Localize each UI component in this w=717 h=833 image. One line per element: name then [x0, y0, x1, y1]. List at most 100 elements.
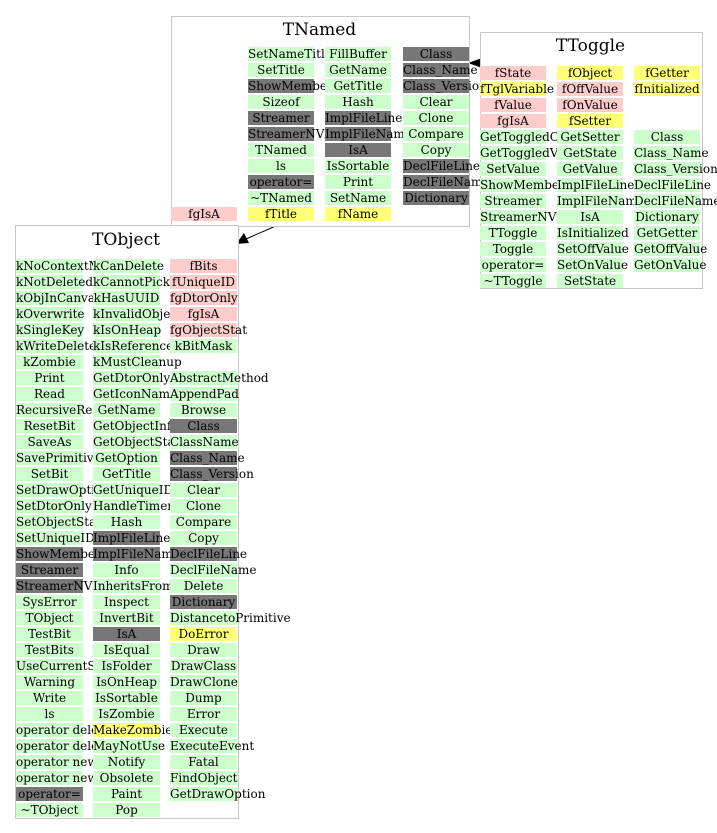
ttoggle-member-fgisa: fgIsA: [480, 114, 546, 128]
tobject-member-abstractmethod: AbstractMethod: [170, 371, 269, 385]
tobject-member-funiqueid: fUniqueID: [170, 275, 237, 289]
tnamed-member-streamernvirtual: StreamerNVirtual: [248, 127, 358, 141]
ttoggle-member-declfileline: DeclFileLine: [634, 178, 712, 192]
tobject-member-saveprimitive: SavePrimitive: [16, 451, 101, 465]
tnamed-member-fname: fName: [325, 207, 391, 221]
tobject-member-resetbit: ResetBit: [16, 419, 83, 433]
tobject-member-doerror: DoError: [170, 627, 237, 641]
ttoggle-member-streamernvirtual: StreamerNVirtual: [480, 210, 590, 224]
ttoggle-member-setoffvalue: SetOffValue: [557, 242, 629, 256]
ttoggle-member-getoffvalue: GetOffValue: [634, 242, 708, 256]
tnamed-member-tnamed: ~TNamed: [248, 191, 314, 205]
tobject-member-declfileline: DeclFileLine: [170, 547, 248, 561]
tobject-member-operator-delete: operator delete: [16, 723, 111, 737]
tobject-member-implfilename: ImplFileName: [93, 547, 180, 561]
tobject-member-paint: Paint: [93, 787, 160, 801]
tnamed-member-streamer: Streamer: [248, 111, 314, 125]
tobject-member-getname: GetName: [93, 403, 160, 417]
tnamed-member-gettitle: GetTitle: [325, 79, 391, 93]
tobject-member-class: Class: [170, 419, 237, 433]
tobject-member-notify: Notify: [93, 755, 160, 769]
ttoggle-member-setstate: SetState: [557, 274, 623, 288]
tobject-member-kobjincanvas: kObjInCanvas: [16, 291, 102, 305]
tobject-member-executeevent: ExecuteEvent: [170, 739, 255, 753]
tobject-member-class-name: Class_Name: [170, 451, 245, 465]
tobject-member-maynotuse: MayNotUse: [93, 739, 166, 753]
tobject-member-issortable: IsSortable: [93, 691, 160, 705]
ttoggle-member-isa: IsA: [557, 210, 623, 224]
ttoggle-member-implfileline: ImplFileLine: [557, 178, 635, 192]
tobject-member-kzombie: kZombie: [16, 355, 83, 369]
ttoggle-member-streamer: Streamer: [480, 194, 546, 208]
ttoggle-member-operator: operator=: [480, 258, 546, 272]
tnamed-member-dictionary: Dictionary: [403, 191, 469, 205]
arrow-tnamed-to-tobject-line: [245, 224, 279, 240]
ttoggle-member-ftglvariable: fTglVariable: [480, 82, 555, 96]
tobject-member-kbitmask: kBitMask: [170, 339, 237, 353]
tobject-member-browse: Browse: [170, 403, 237, 417]
tobject-member-fgisa: fgIsA: [170, 307, 237, 321]
tobject-member-getobjectinfo: GetObjectInfo: [93, 419, 179, 433]
tobject-member-khasuuid: kHasUUID: [93, 291, 160, 305]
ttoggle-member-implfilename: ImplFileName: [557, 194, 644, 208]
ttoggle-member-ttoggle: TToggle: [480, 226, 546, 240]
tobject-member-empty: [170, 355, 237, 369]
ttoggle-member-gettoggledvariable: GetToggledVariable: [480, 146, 600, 160]
tobject-member-usecurrentstyle: UseCurrentStyle: [16, 659, 119, 673]
tnamed-member-print: Print: [325, 175, 391, 189]
tobject-member-implfileline: ImplFileLine: [93, 531, 171, 545]
ttoggle-member-setonvalue: SetOnValue: [557, 258, 629, 272]
tobject-member-isfolder: IsFolder: [93, 659, 160, 673]
tobject-member-koverwrite: kOverwrite: [16, 307, 85, 321]
tobject-member-isonheap: IsOnHeap: [93, 675, 160, 689]
ttoggle-member-fvalue: fValue: [480, 98, 546, 112]
tobject-member-geticonname: GetIconName: [93, 387, 178, 401]
ttoggle-member-showmembers: ShowMembers: [480, 178, 571, 192]
tobject-member-draw: Draw: [170, 643, 237, 657]
tobject-member-setobjectstat: SetObjectStat: [16, 515, 102, 529]
tobject-member-kmustcleanup: kMustCleanup: [93, 355, 182, 369]
tnamed-member-settitle: SetTitle: [248, 63, 314, 77]
tnamed-member-setnametitle: SetNameTitle: [248, 47, 332, 61]
tobject-member-testbits: TestBits: [16, 643, 83, 657]
tnamed-member-implfilename: ImplFileName: [325, 127, 412, 141]
tobject-member-declfilename: DeclFileName: [170, 563, 257, 577]
tobject-member-operator: operator=: [16, 787, 83, 801]
tobject-member-drawclass: DrawClass: [170, 659, 237, 673]
tnamed-member-declfileline: DeclFileLine: [403, 159, 481, 173]
tobject-member-handletimer: HandleTimer: [93, 499, 174, 513]
tobject-member-inspect: Inspect: [93, 595, 160, 609]
tobject-member-syserror: SysError: [16, 595, 83, 609]
ttoggle-member-getstate: GetState: [557, 146, 623, 160]
tobject-member-obsolete: Obsolete: [93, 771, 160, 785]
tobject-member-isequal: IsEqual: [93, 643, 160, 657]
tobject-member-saveas: SaveAs: [16, 435, 83, 449]
ttoggle-member-empty: [634, 114, 700, 128]
tobject-member-distancetoprimitive: DistancetoPrimitive: [170, 611, 291, 625]
tobject-member-copy: Copy: [170, 531, 237, 545]
tobject-member-execute: Execute: [170, 723, 237, 737]
tobject-member-write: Write: [16, 691, 83, 705]
tobject-member-streamer: Streamer: [16, 563, 83, 577]
ttoggle-member-finitialized: fInitialized: [634, 82, 700, 96]
tnamed-member-setname: SetName: [325, 191, 391, 205]
tnamed-member-hash: Hash: [325, 95, 391, 109]
tnamed-member-clone: Clone: [403, 111, 469, 125]
tnamed-member-compare: Compare: [403, 127, 469, 141]
tobject-member-getoption: GetOption: [93, 451, 160, 465]
tnamed-member-clear: Clear: [403, 95, 469, 109]
tobject-member-kcannotpick: kCannotPick: [93, 275, 171, 289]
tobject-member-knocontextmenu: kNoContextMenu: [16, 259, 124, 273]
tobject-member-warning: Warning: [16, 675, 83, 689]
tobject-member-kisonheap: kIsOnHeap: [93, 323, 162, 337]
tnamed-member-showmembers: ShowMembers: [248, 79, 339, 93]
tobject-member-classname: ClassName: [170, 435, 239, 449]
tnamed-member-issortable: IsSortable: [325, 159, 391, 173]
tobject-member-knotdeleted: kNotDeleted: [16, 275, 94, 289]
ttoggle-member-getvalue: GetValue: [557, 162, 623, 176]
tobject-member-fgobjectstat: fgObjectStat: [170, 323, 248, 337]
ttoggle-member-ttoggle: ~TToggle: [480, 274, 546, 288]
tobject-member-compare: Compare: [170, 515, 237, 529]
tobject-member-ls: ls: [16, 707, 83, 721]
tobject-member-clear: Clear: [170, 483, 237, 497]
